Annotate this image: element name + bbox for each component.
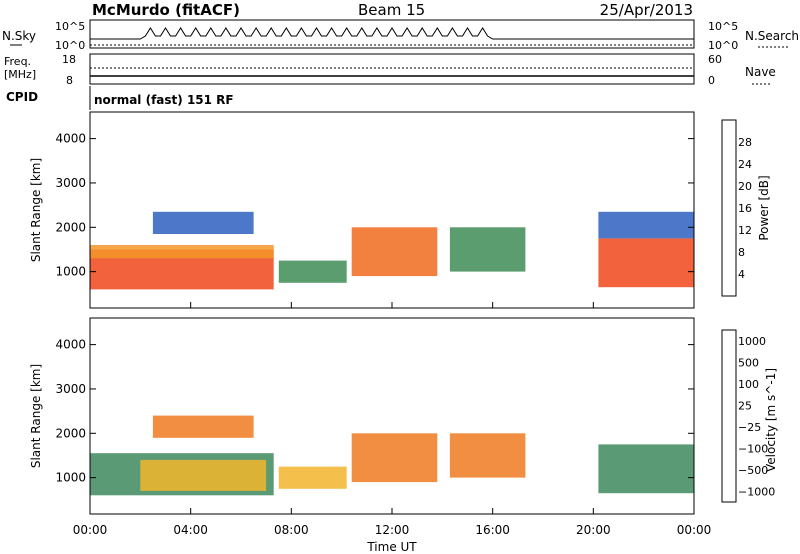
plot-title: McMurdo (fitACF) xyxy=(92,1,240,19)
power-colorbar: 4 8 12 16 20 24 28 xyxy=(721,119,752,297)
cpid-value: normal (fast) 151 RF xyxy=(94,93,234,107)
power-panel-colorbar-tick: 28 xyxy=(738,136,752,149)
velocity-colorbar-label: Velocity [m s^-1] xyxy=(764,368,778,472)
freq-panel-frame xyxy=(89,53,695,85)
power-panel-colorbar-tick: 12 xyxy=(738,224,752,237)
power-panel-colorbar-tick: 8 xyxy=(738,246,745,259)
velocity-panel-ytick-label: 4000 xyxy=(55,338,86,352)
velocity-panel-colorbar-frame xyxy=(721,329,737,503)
time-tick-label: 12:00 xyxy=(375,523,410,537)
power-panel-echo-band xyxy=(278,260,347,283)
nsky-label: N.Sky xyxy=(2,29,36,43)
power-panel-echo-band xyxy=(351,227,438,277)
power-panel-ytick-label: 2000 xyxy=(55,220,86,234)
power-panel-echo-band xyxy=(152,211,254,234)
scan-tick-right-bottom: 10^0 xyxy=(708,39,738,52)
power-panel-colorbar-tick: 16 xyxy=(738,202,752,215)
velocity-panel-echo-band xyxy=(598,444,694,494)
scan-tick-left-top: 10^5 xyxy=(55,20,85,33)
velocity-panel-ytick-label: 3000 xyxy=(55,382,86,396)
scan-data-trace xyxy=(90,27,694,46)
velocity-panel-colorbar-tick: 25 xyxy=(738,399,752,412)
freq-label-bottom: [MHz] xyxy=(4,68,36,81)
scan-tick-left-bottom: 10^0 xyxy=(55,39,85,52)
time-tick-label: 08:00 xyxy=(274,523,309,537)
velocity-panel-colorbar-tick: −1000 xyxy=(738,485,775,498)
velocity-panel-colorbar-tick: 500 xyxy=(738,356,759,369)
time-tick-label: 04:00 xyxy=(173,523,208,537)
time-tick-label: 00:00 xyxy=(677,523,712,537)
velocity-panel-colorbar-tick: −100 xyxy=(738,442,768,455)
velocity-panel-echo-band xyxy=(140,459,267,491)
power-panel-colorbar-frame xyxy=(721,119,737,297)
power-panel-echo-band xyxy=(90,245,274,259)
power-panel-ytick-label: 1000 xyxy=(55,265,86,279)
velocity-panel-echo-band xyxy=(278,466,347,489)
velocity-panel-colorbar-tick: −25 xyxy=(738,421,761,434)
nsky-trace xyxy=(90,27,694,40)
nave-tick-top: 60 xyxy=(708,53,722,66)
power-panel: 1000 2000 3000 4000 Slant Range [km] xyxy=(29,111,695,309)
power-panel-echo-band xyxy=(598,238,694,288)
power-panel-colorbar-tick: 20 xyxy=(738,180,752,193)
scan-panel-frame xyxy=(89,19,695,49)
velocity-panel-colorbar-tick: −500 xyxy=(738,464,768,477)
power-colorbar-label: Power [dB] xyxy=(757,175,771,240)
time-axis-label: Time UT xyxy=(366,540,417,554)
velocity-panel-ytick-label: 2000 xyxy=(55,426,86,440)
time-tick-label: 20:00 xyxy=(576,523,611,537)
beam-label: Beam 15 xyxy=(358,1,425,19)
freq-tick-top: 18 xyxy=(62,53,76,66)
time-tick-label: 16:00 xyxy=(475,523,510,537)
velocity-colorbar: 1000 500 100 25 −25 −100 −500 −1000 xyxy=(721,329,775,503)
date-label: 25/Apr/2013 xyxy=(600,1,693,19)
freq-tick-bottom: 8 xyxy=(66,74,73,87)
velocity-panel: 1000 2000 3000 4000 00:00 04:00 08:00 12:00 16:… xyxy=(29,302,711,554)
power-panel-colorbar-tick: 4 xyxy=(738,268,745,281)
velocity-ylabel: Slant Range [km] xyxy=(29,364,43,468)
power-panel-ytick-label: 4000 xyxy=(55,132,86,146)
power-panel-ytick-label: 3000 xyxy=(55,176,86,190)
power-ylabel: Slant Range [km] xyxy=(29,158,43,262)
cpid-label: CPID xyxy=(6,90,38,104)
power-panel-echo-band xyxy=(598,211,694,239)
time-tick-label: 00:00 xyxy=(73,523,108,537)
nave-label: Nave xyxy=(745,65,776,79)
power-panel-colorbar-tick: 24 xyxy=(738,158,752,171)
nave-tick-bottom: 0 xyxy=(708,74,715,87)
nsearch-label: N.Search xyxy=(745,29,799,43)
power-panel-echo-band xyxy=(449,227,526,272)
freq-label-top: Freq. xyxy=(4,55,31,68)
scan-tick-right-top: 10^5 xyxy=(708,20,738,33)
velocity-panel-echo-band xyxy=(351,433,438,483)
velocity-panel-ytick-label: 1000 xyxy=(55,471,86,485)
velocity-panel-echo-band xyxy=(449,433,526,478)
velocity-panel-echo-band xyxy=(152,415,254,438)
velocity-panel-colorbar-tick: 100 xyxy=(738,378,759,391)
velocity-panel-colorbar-tick: 1000 xyxy=(738,335,766,348)
